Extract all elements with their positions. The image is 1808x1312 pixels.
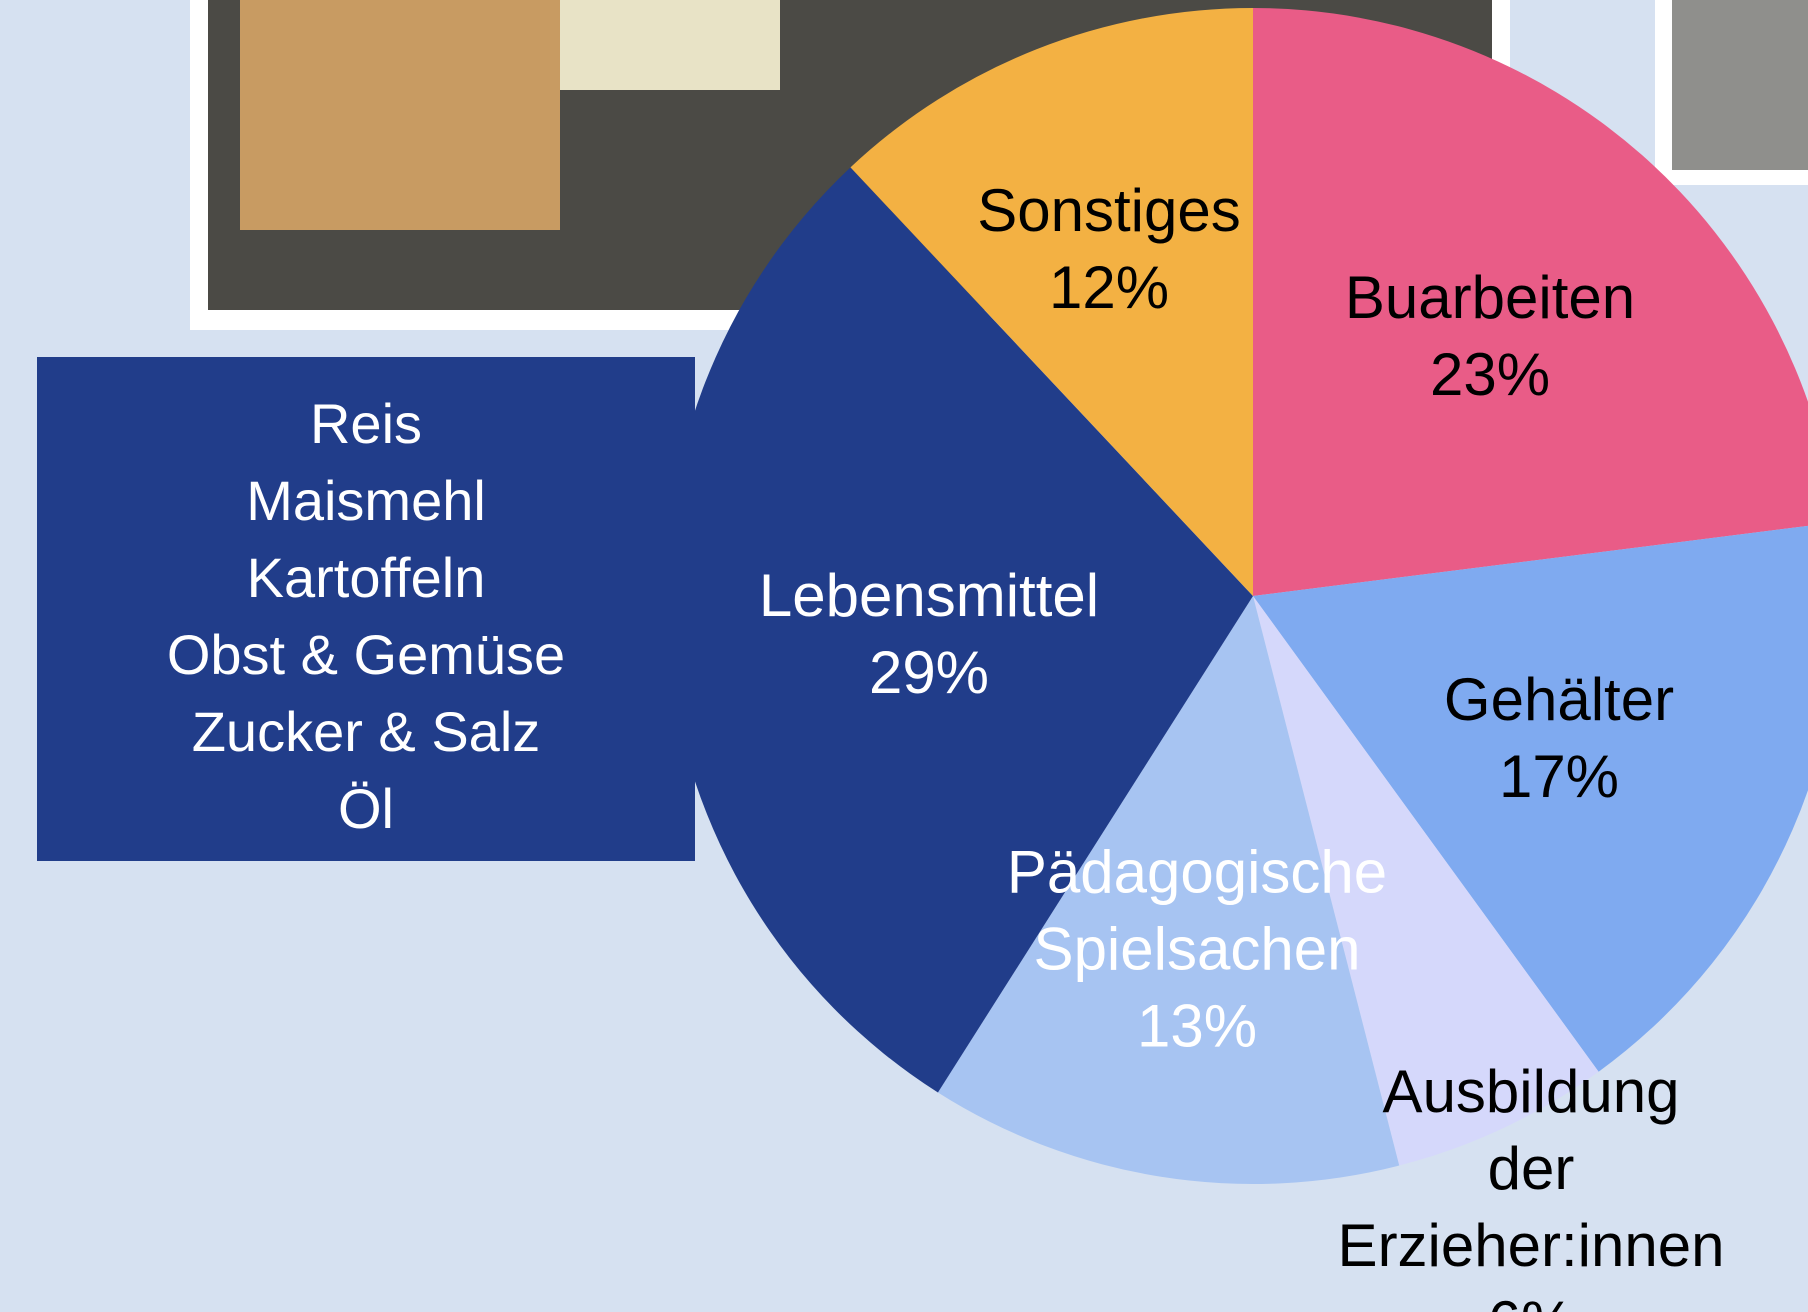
value-label: 17% [1444,738,1674,815]
value-label: 12% [977,249,1241,326]
category-label: Buarbeiten [1345,259,1635,336]
photo-box [560,0,780,90]
category-label: Ausbildung der Erzieher:innen [1338,1053,1725,1284]
list-item: Obst & Gemüse [37,616,695,693]
list-item: Zucker & Salz [37,693,695,770]
list-item: Kartoffeln [37,539,695,616]
category-label: Sonstiges [977,172,1241,249]
value-label: 29% [759,634,1099,711]
value-label: 13% [1007,988,1387,1065]
category-label: Gehälter [1444,661,1674,738]
slide: ReisMaismehlKartoffelnObst & GemüseZucke… [0,0,1808,1312]
category-label: Lebensmittel [759,557,1099,634]
list-item: Reis [37,385,695,462]
list-item: Maismehl [37,462,695,539]
slice-label: Ausbildung der Erzieher:innen6% [1338,1053,1725,1312]
category-label: Pädagogische Spielsachen [1007,834,1387,988]
list-item: Öl [37,770,695,847]
photo-box [240,0,560,230]
photo [1672,0,1808,170]
value-label: 23% [1345,336,1635,413]
value-label: 6% [1338,1284,1725,1312]
